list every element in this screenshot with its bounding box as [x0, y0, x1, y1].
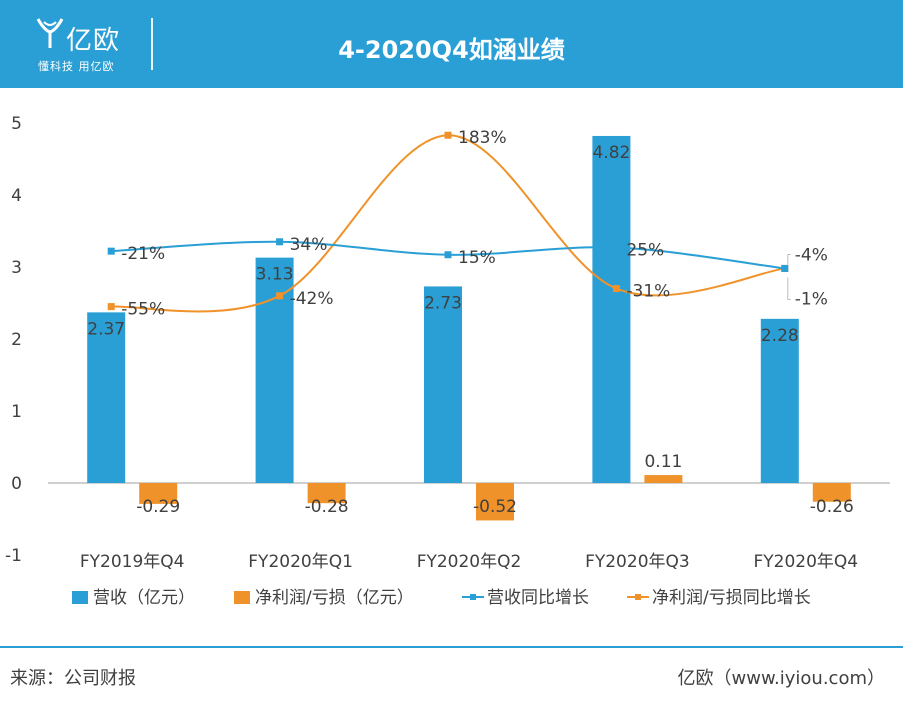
profit-bar	[812, 483, 851, 502]
yiou-logo-icon	[36, 18, 64, 48]
header-banner: 亿欧 懂科技 用亿欧 4-2020Q4如涵业绩	[0, 0, 903, 88]
profit-bar	[644, 475, 683, 483]
revenue-growth-label: -21%	[121, 244, 165, 264]
y-tick-label: 2	[11, 330, 22, 350]
legend-swatch	[234, 591, 250, 604]
profit-growth-label: -42%	[290, 289, 334, 309]
logo-slogan: 懂科技 用亿欧	[38, 60, 115, 73]
revenue-bar	[424, 286, 462, 483]
revenue-growth-point	[444, 251, 452, 259]
revenue-growth-point	[612, 244, 620, 252]
label-leader-line	[787, 277, 791, 300]
header-divider	[151, 18, 153, 70]
legend-label: 营收同比增长	[487, 588, 589, 608]
profit-growth-label: -1%	[795, 289, 828, 309]
revenue-growth-point	[107, 247, 115, 255]
profit-growth-label: -31%	[626, 282, 670, 302]
y-tick-label: 5	[11, 114, 22, 134]
y-tick-label: 3	[11, 258, 22, 278]
label-leader-line	[787, 253, 791, 265]
profit-growth-line	[111, 134, 785, 313]
profit-growth-label: -55%	[121, 300, 165, 320]
credit-text: 亿欧（www.iyiou.com）	[677, 668, 885, 689]
profit-growth-point	[276, 292, 284, 300]
revenue-data-label: 2.37	[87, 319, 125, 339]
profit-bar	[307, 483, 346, 504]
legend-label: 净利润/亏损同比增长	[652, 588, 811, 608]
profit-bar	[476, 483, 514, 521]
revenue-growth-label: 15%	[458, 248, 496, 268]
page-title: 4-2020Q4如涵业绩	[338, 36, 565, 64]
revenue-data-label: 4.82	[592, 143, 630, 163]
x-tick-label: FY2019年Q4	[80, 552, 185, 572]
revenue-bar	[255, 257, 294, 483]
profit-data-label: -0.28	[305, 497, 349, 517]
x-tick-label: FY2020年Q2	[417, 552, 522, 572]
y-tick-label: -1	[5, 546, 22, 566]
revenue-bar	[760, 318, 799, 483]
revenue-data-label: 3.13	[256, 265, 294, 285]
revenue-data-label: 2.28	[761, 326, 799, 346]
source-text: 来源：公司财报	[10, 668, 136, 689]
revenue-bar	[592, 135, 631, 483]
revenue-growth-label: -4%	[795, 245, 828, 265]
profit-growth-point	[612, 285, 620, 293]
legend-swatch	[72, 591, 88, 604]
legend-swatch-marker	[470, 594, 476, 600]
footer-divider	[0, 646, 903, 648]
profit-data-label: -0.29	[136, 497, 180, 517]
revenue-growth-label: 25%	[626, 241, 664, 261]
legend-label: 净利润/亏损（亿元）	[255, 588, 414, 608]
profit-data-label: -0.52	[473, 497, 517, 517]
x-tick-label: FY2020年Q1	[248, 552, 353, 572]
chart: -1 0 1 2 3 4 5 FY2019年Q4 FY2020年Q1 FY2020年Q2 FY202…	[5, 114, 890, 608]
legend-swatch-marker	[635, 594, 641, 600]
profit-growth-point	[444, 131, 452, 139]
y-tick-label: 0	[11, 474, 22, 494]
profit-growth-point	[107, 303, 115, 311]
profit-bar	[139, 483, 178, 504]
logo-name: 亿欧	[66, 26, 121, 56]
profit-data-label: -0.26	[810, 497, 854, 517]
x-tick-label: FY2020年Q4	[753, 552, 858, 572]
y-tick-label: 4	[11, 186, 22, 206]
y-tick-label: 1	[11, 402, 22, 422]
x-tick-label: FY2020年Q3	[585, 552, 690, 572]
profit-data-label: 0.11	[644, 452, 682, 472]
revenue-growth-point	[781, 264, 789, 272]
profit-growth-label: 183%	[458, 128, 507, 148]
revenue-bar	[87, 312, 126, 483]
legend-label: 营收（亿元）	[93, 588, 195, 608]
revenue-data-label: 2.73	[424, 293, 462, 313]
revenue-growth-label: 34%	[290, 235, 328, 255]
revenue-growth-point	[276, 238, 284, 246]
